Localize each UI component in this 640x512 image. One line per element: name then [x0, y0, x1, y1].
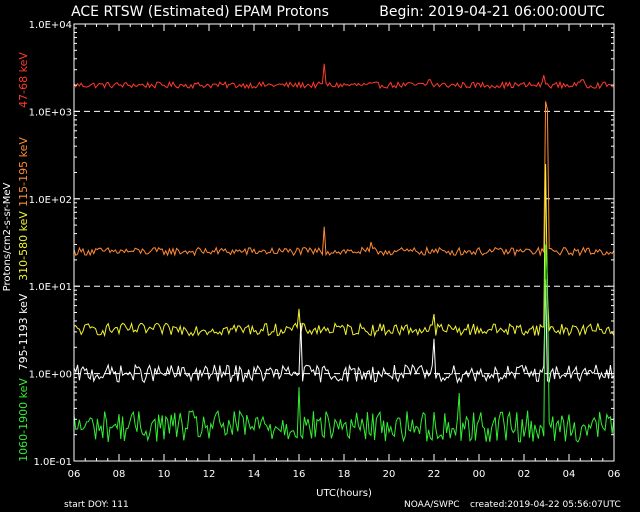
legend-entry: 47-68 keV [17, 52, 30, 108]
x-tick-label: 22 [428, 469, 441, 480]
x-tick-label: 04 [563, 469, 576, 480]
created-label: created:2019-04-22 05:56:07UTC [470, 500, 621, 510]
y-tick-label: 1.0E+01 [29, 282, 72, 293]
plot-frame [73, 23, 615, 462]
series-line [73, 163, 615, 338]
series-line [73, 63, 614, 90]
x-tick-label: 16 [293, 469, 306, 480]
x-tick-label: 06 [608, 469, 621, 480]
x-tick-label: 12 [203, 469, 216, 480]
x-tick-label: 10 [158, 469, 171, 480]
x-tick-label: 06 [68, 469, 81, 480]
series-line [73, 244, 615, 443]
chart-title: ACE RTSW (Estimated) EPAM Protons [71, 4, 329, 20]
x-tick-label: 08 [113, 469, 126, 480]
x-tick-label: 00 [473, 469, 486, 480]
x-axis-label: UTC(hours) [316, 488, 372, 499]
legend-entry: 115-195 keV [17, 137, 30, 207]
source-label: NOAA/SWPC [404, 500, 460, 510]
legend: 47-68 keV 115-195 keV 310-580 keV 795-1193 … [17, 52, 30, 462]
x-tick-label: 20 [383, 469, 396, 480]
grid-lines [74, 110, 614, 375]
y-axis-label: Protons/cm2-s-sr-MeV [2, 182, 13, 291]
x-tick-label: 02 [518, 469, 531, 480]
y-tick-label: 1.0E+00 [29, 370, 72, 381]
legend-entry: 310-580 keV [17, 211, 30, 281]
legend-entry: 1060-1900 keV [17, 378, 30, 462]
y-tick-label: 1.0E+04 [29, 20, 72, 31]
y-tick-label: 1.0E-01 [33, 457, 72, 468]
start-doy: start DOY: 111 [64, 500, 129, 510]
x-tick-label: 18 [338, 469, 351, 480]
series-line [73, 279, 615, 384]
y-tick-label: 1.0E+02 [29, 195, 72, 206]
x-tick-label: 14 [248, 469, 261, 480]
begin-label: Begin: 2019-04-21 06:00:00UTC [379, 4, 605, 20]
y-tick-label: 1.0E+03 [29, 107, 72, 118]
legend-entry: 795-1193 keV [17, 293, 30, 370]
series-line [73, 101, 615, 257]
series-group [73, 63, 615, 443]
